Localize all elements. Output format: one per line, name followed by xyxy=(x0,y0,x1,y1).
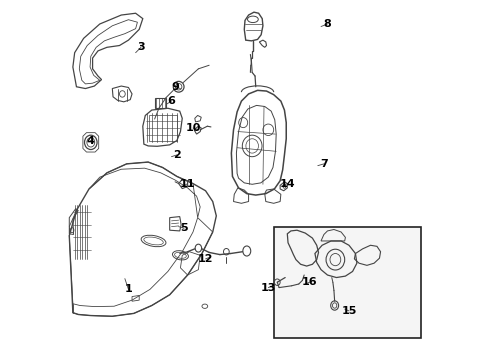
Bar xyxy=(149,116,177,140)
Bar xyxy=(274,226,421,338)
Text: 6: 6 xyxy=(168,96,175,106)
Text: 12: 12 xyxy=(198,254,213,264)
Text: 7: 7 xyxy=(320,159,328,169)
Text: 11: 11 xyxy=(180,179,196,189)
Bar xyxy=(155,98,166,108)
Text: 10: 10 xyxy=(185,123,201,133)
Text: 16: 16 xyxy=(302,277,318,287)
Text: 14: 14 xyxy=(279,179,295,189)
Text: 2: 2 xyxy=(173,150,181,160)
Text: 5: 5 xyxy=(180,224,188,233)
Text: 15: 15 xyxy=(342,306,357,316)
Text: 4: 4 xyxy=(86,136,94,145)
Text: 1: 1 xyxy=(124,284,132,294)
Text: 13: 13 xyxy=(261,283,276,293)
Text: 3: 3 xyxy=(137,42,145,52)
Text: 9: 9 xyxy=(171,82,179,92)
Text: 8: 8 xyxy=(323,19,331,29)
